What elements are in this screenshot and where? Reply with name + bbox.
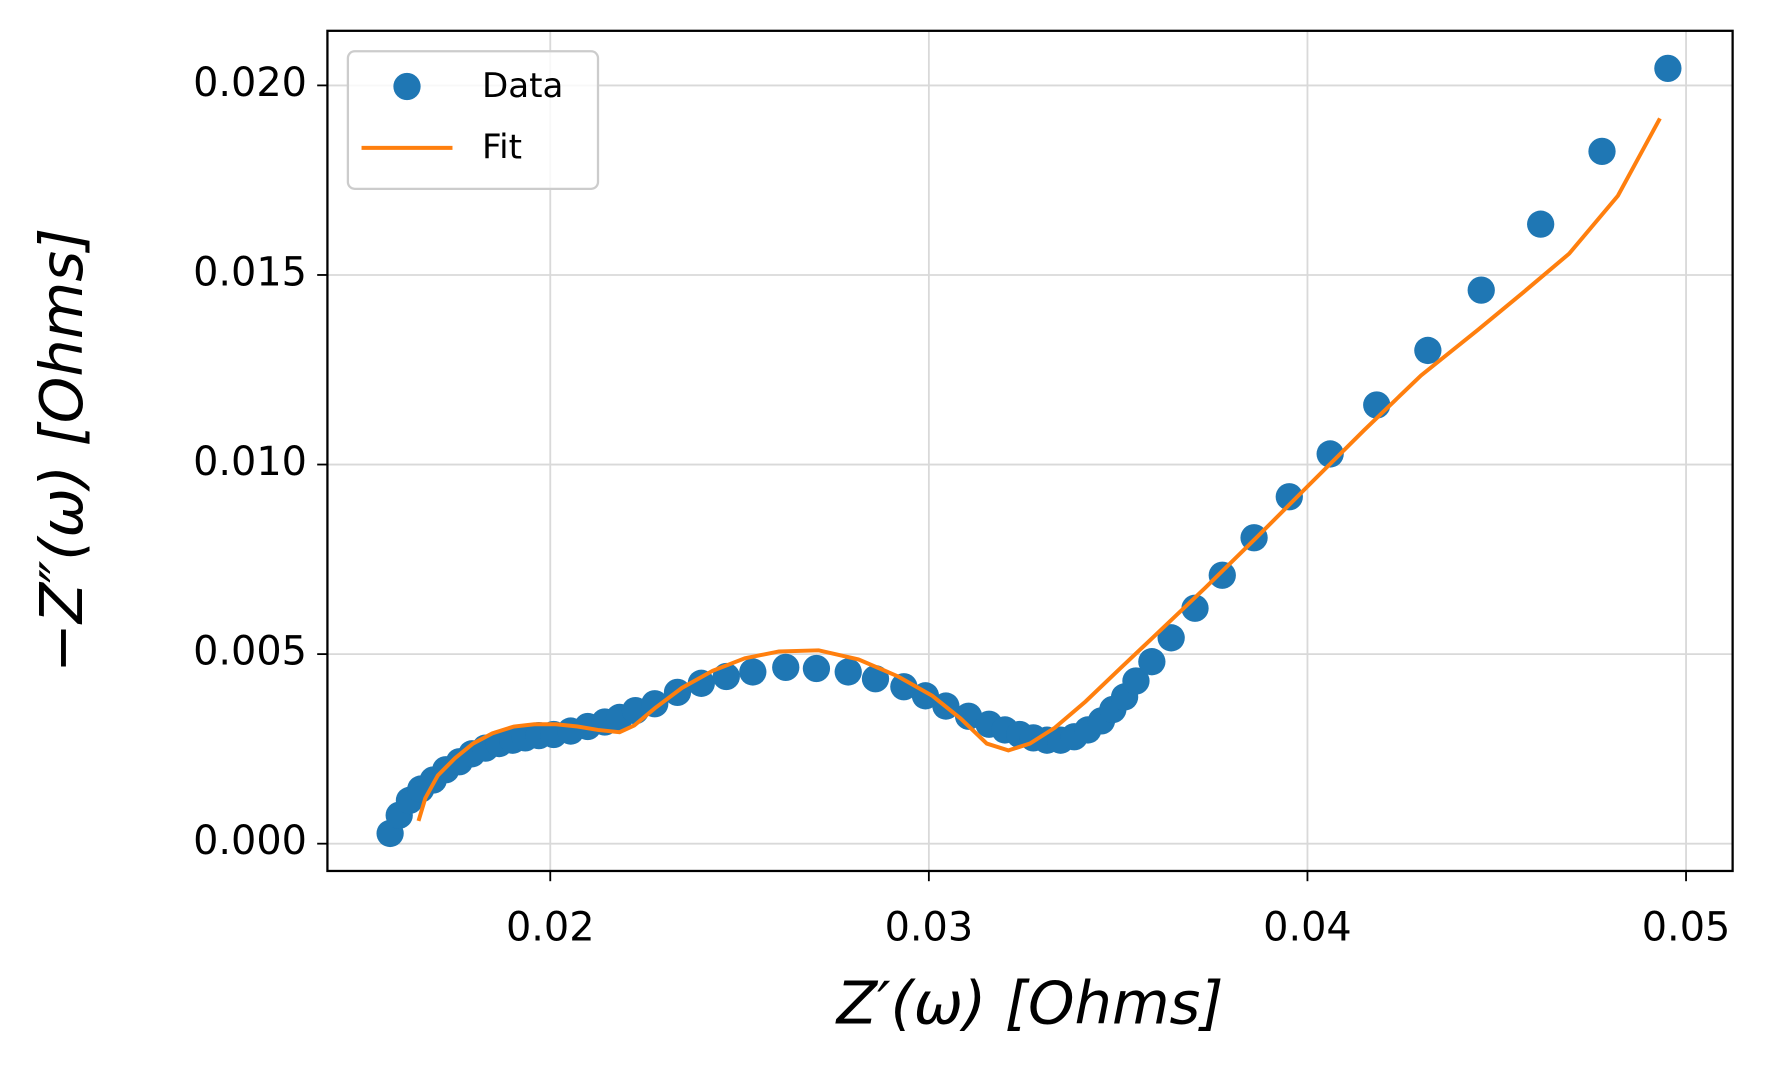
x-tick-label: 0.05 (1642, 905, 1731, 951)
data-point (1122, 667, 1150, 695)
data-point (1654, 54, 1682, 82)
data-point (1363, 391, 1391, 419)
y-tick-label: 0.020 (193, 60, 307, 106)
legend-label: Data (482, 66, 563, 106)
data-point (1138, 648, 1166, 676)
data-point (1588, 137, 1616, 166)
legend-label: Fit (482, 128, 522, 168)
data-point (1157, 624, 1185, 652)
data-point (861, 665, 890, 693)
data-point (954, 702, 983, 730)
data-point (890, 673, 918, 701)
plot-frame (326, 29, 1734, 873)
legend: Data Fit (346, 50, 600, 190)
y-tick-label: 0.010 (193, 439, 307, 485)
data-point (772, 653, 800, 682)
y-tick-label: 0.000 (193, 818, 307, 864)
data-point (1414, 336, 1442, 365)
x-tick-label: 0.03 (885, 905, 974, 951)
y-tick-label: 0.005 (193, 629, 307, 675)
data-point (687, 669, 715, 697)
x-tick-label: 0.02 (506, 905, 595, 951)
data-point (1316, 440, 1344, 468)
data-point (834, 658, 862, 686)
data-point (802, 654, 831, 683)
y-tick-label: 0.015 (193, 249, 307, 295)
x-tick-label: 0.04 (1263, 905, 1352, 951)
x-axis-label: Z′(ω) [Ohms] (835, 969, 1224, 1038)
data-point (1208, 561, 1236, 589)
y-axis-label: −Z″(ω) [Ohms] (27, 228, 96, 673)
data-point (1467, 276, 1495, 304)
data-point (739, 658, 767, 686)
data-point (1275, 483, 1303, 511)
data-point (1527, 210, 1555, 238)
data-point (641, 690, 669, 718)
fit-line (416, 117, 1662, 822)
legend-marker (393, 72, 421, 101)
